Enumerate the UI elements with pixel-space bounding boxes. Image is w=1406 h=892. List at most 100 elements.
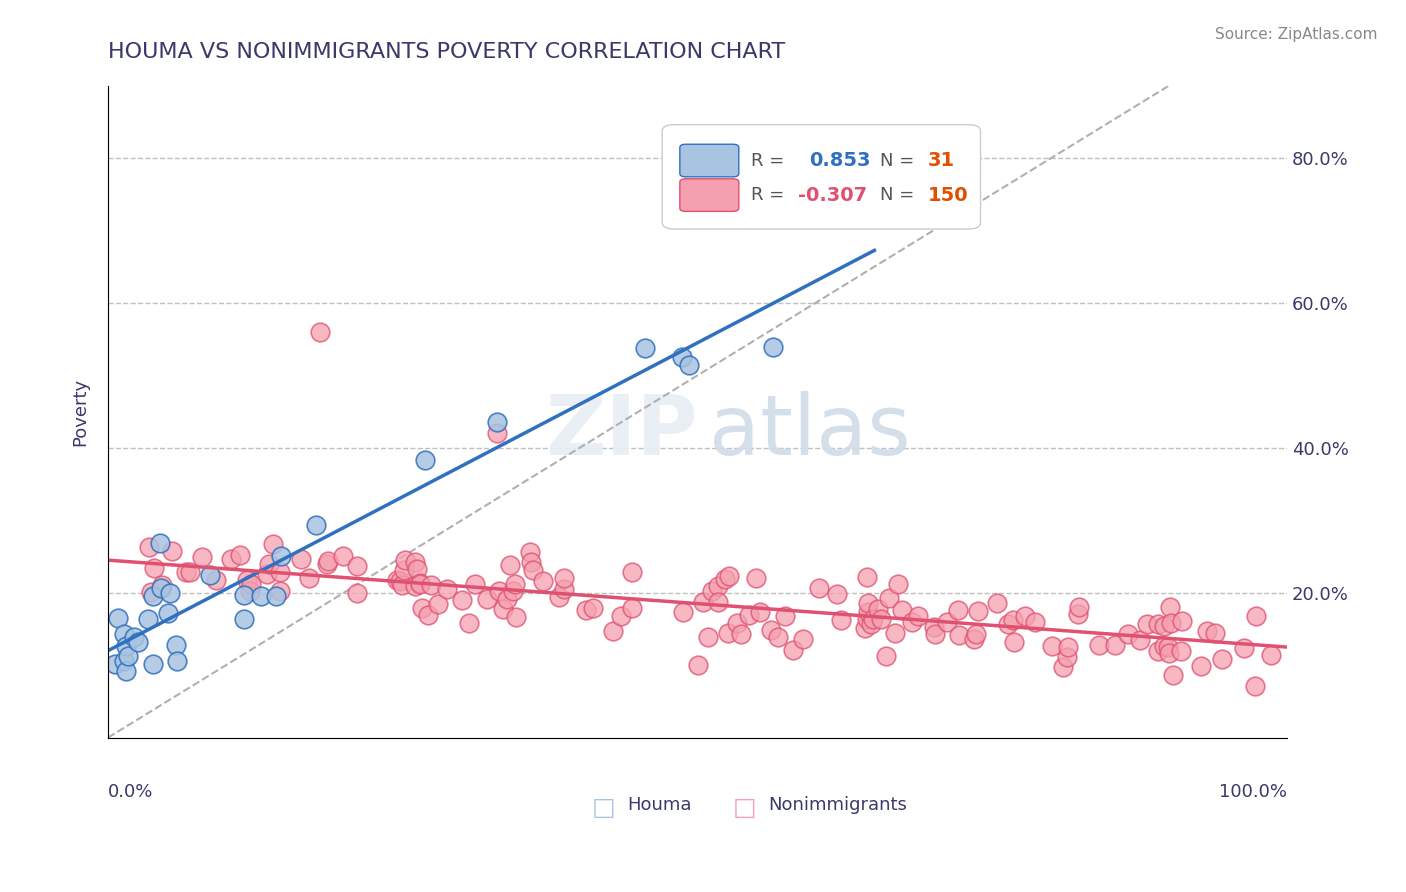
Nonimmigrants: [725, 616, 748, 631]
Nonimmigrants: [1147, 617, 1170, 632]
Nonimmigrants: [1160, 615, 1182, 630]
Nonimmigrants: [986, 596, 1008, 610]
Nonimmigrants: [782, 643, 804, 657]
Nonimmigrants: [486, 426, 509, 441]
Nonimmigrants: [856, 596, 879, 610]
Nonimmigrants: [692, 595, 714, 609]
Nonimmigrants: [418, 607, 440, 622]
Houma: [634, 341, 657, 355]
Houma: [122, 631, 145, 645]
Nonimmigrants: [191, 550, 214, 565]
Nonimmigrants: [316, 554, 339, 568]
Houma: [159, 586, 181, 600]
Nonimmigrants: [298, 571, 321, 585]
Nonimmigrants: [1159, 646, 1181, 660]
FancyBboxPatch shape: [681, 178, 738, 211]
Text: □: □: [592, 797, 614, 821]
Nonimmigrants: [948, 628, 970, 642]
Nonimmigrants: [686, 658, 709, 673]
Nonimmigrants: [1042, 640, 1064, 654]
Nonimmigrants: [825, 586, 848, 600]
Nonimmigrants: [205, 573, 228, 587]
Nonimmigrants: [700, 584, 723, 599]
Nonimmigrants: [346, 558, 368, 573]
Houma: [165, 638, 187, 652]
Nonimmigrants: [997, 616, 1019, 631]
Nonimmigrants: [768, 630, 790, 644]
Houma: [114, 664, 136, 678]
Nonimmigrants: [907, 608, 929, 623]
FancyBboxPatch shape: [662, 125, 980, 229]
Text: 100.0%: 100.0%: [1219, 783, 1286, 801]
Nonimmigrants: [138, 540, 160, 554]
Houma: [136, 611, 159, 625]
Nonimmigrants: [1233, 640, 1256, 655]
Nonimmigrants: [316, 557, 339, 571]
Text: R =: R =: [751, 186, 785, 204]
Nonimmigrants: [141, 585, 163, 599]
Nonimmigrants: [1024, 615, 1046, 629]
Houma: [413, 452, 436, 467]
Nonimmigrants: [519, 544, 541, 558]
Nonimmigrants: [451, 592, 474, 607]
Houma: [264, 589, 287, 603]
Nonimmigrants: [520, 555, 543, 569]
Nonimmigrants: [458, 615, 481, 630]
Nonimmigrants: [901, 615, 924, 629]
Nonimmigrants: [392, 563, 415, 577]
Nonimmigrants: [492, 602, 515, 616]
Nonimmigrants: [262, 537, 284, 551]
Nonimmigrants: [707, 579, 730, 593]
Houma: [149, 536, 172, 550]
Nonimmigrants: [1129, 632, 1152, 647]
Nonimmigrants: [1195, 624, 1218, 638]
Nonimmigrants: [522, 564, 544, 578]
Nonimmigrants: [1204, 626, 1226, 640]
Nonimmigrants: [1244, 609, 1267, 624]
Nonimmigrants: [962, 632, 984, 646]
Nonimmigrants: [404, 555, 426, 569]
Nonimmigrants: [1159, 600, 1181, 615]
Nonimmigrants: [150, 578, 173, 592]
Nonimmigrants: [877, 591, 900, 606]
Houma: [671, 350, 693, 364]
Nonimmigrants: [870, 611, 893, 625]
Nonimmigrants: [707, 595, 730, 609]
Nonimmigrants: [1052, 659, 1074, 673]
Nonimmigrants: [1243, 679, 1265, 693]
Nonimmigrants: [714, 572, 737, 586]
Nonimmigrants: [1157, 640, 1180, 654]
Text: 0.0%: 0.0%: [108, 783, 153, 801]
Nonimmigrants: [745, 571, 768, 585]
Text: R =: R =: [751, 152, 785, 169]
Nonimmigrants: [257, 558, 280, 572]
Nonimmigrants: [409, 575, 432, 590]
Nonimmigrants: [853, 621, 876, 635]
Nonimmigrants: [716, 626, 738, 640]
Text: Source: ZipAtlas.com: Source: ZipAtlas.com: [1215, 27, 1378, 42]
Nonimmigrants: [855, 612, 877, 626]
Nonimmigrants: [1136, 616, 1159, 631]
Houma: [233, 612, 256, 626]
Nonimmigrants: [488, 584, 510, 599]
Nonimmigrants: [1002, 613, 1025, 627]
Nonimmigrants: [174, 565, 197, 579]
Text: □: □: [733, 797, 756, 821]
Houma: [198, 568, 221, 582]
Nonimmigrants: [1116, 627, 1139, 641]
Nonimmigrants: [1067, 607, 1090, 622]
Nonimmigrants: [404, 579, 426, 593]
Nonimmigrants: [1056, 649, 1078, 664]
Nonimmigrants: [697, 630, 720, 644]
Nonimmigrants: [346, 586, 368, 600]
Houma: [127, 634, 149, 648]
Nonimmigrants: [875, 648, 897, 663]
Houma: [117, 648, 139, 663]
Text: Nonimmigrants: Nonimmigrants: [768, 797, 907, 814]
Nonimmigrants: [553, 582, 575, 597]
Nonimmigrants: [290, 551, 312, 566]
Nonimmigrants: [162, 544, 184, 558]
Text: HOUMA VS NONIMMIGRANTS POVERTY CORRELATION CHART: HOUMA VS NONIMMIGRANTS POVERTY CORRELATI…: [108, 42, 785, 62]
Text: atlas: atlas: [710, 391, 911, 472]
Nonimmigrants: [1056, 640, 1078, 654]
